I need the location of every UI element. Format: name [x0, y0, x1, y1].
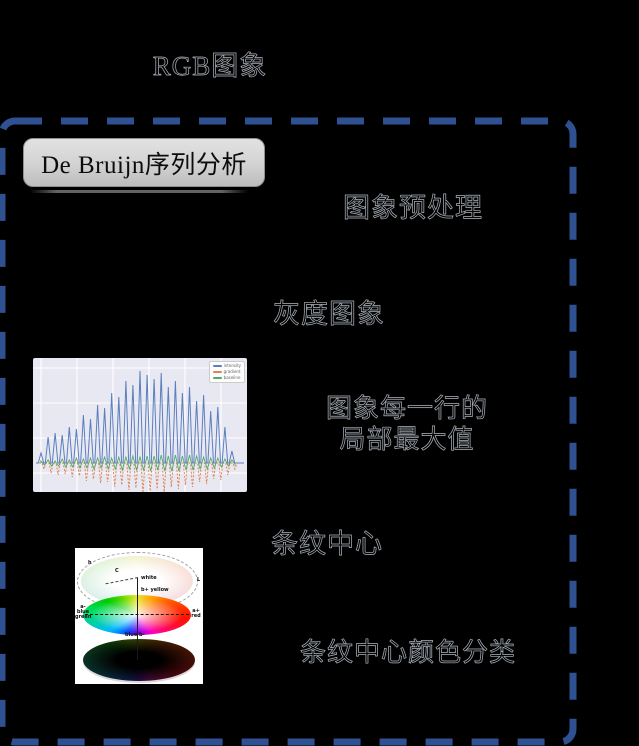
l-axis-line — [137, 578, 138, 660]
a-minus-line3: green — [75, 614, 92, 620]
b-plus-label: b+ yellow — [141, 587, 169, 593]
label-local-max-line2: 局部最大值 — [339, 425, 475, 455]
label-preprocess: 图象预处理 — [343, 193, 483, 224]
hue-label: h — [88, 560, 92, 566]
intensity-plot: intensity gradient baseline — [33, 358, 247, 492]
legend-label: gradient — [223, 369, 241, 374]
label-gray-image: 灰度图象 — [273, 299, 385, 330]
legend-label: intensity — [223, 363, 241, 368]
debruijn-box: De Bruijn序列分析 — [23, 138, 265, 187]
legend-swatch-blue — [212, 365, 222, 367]
label-local-max: 图象每一行的 局部最大值 — [296, 393, 518, 455]
label-rgb-image: RGB图象 — [152, 51, 268, 82]
a-minus-line1: a- — [80, 604, 86, 610]
label-stripe-color-classify: 条纹中心颜色分类 — [299, 638, 516, 668]
label-stripe-center: 条纹中心 — [271, 529, 383, 560]
a-plus-label: a+ red — [189, 609, 203, 619]
a-minus-line2: blue — [76, 609, 90, 615]
lab-colorspace-figure: h C white L b+ yellow a- blue green a+ r… — [75, 548, 203, 684]
legend-row: baseline — [212, 375, 241, 380]
label-local-max-line1: 图象每一行的 — [325, 394, 488, 424]
debruijn-box-shadow — [30, 190, 248, 193]
lightness-label: L — [197, 577, 201, 583]
a-plus-line2: red — [191, 613, 201, 619]
a-minus-label: a- blue green — [75, 605, 91, 620]
a-axis-dashed-line — [85, 614, 189, 615]
white-label: white — [141, 575, 157, 581]
legend-swatch-green — [212, 377, 222, 379]
legend-label: baseline — [223, 375, 241, 380]
dark-bottom-disk — [83, 639, 195, 681]
plot-legend: intensity gradient baseline — [208, 361, 245, 383]
a-plus-line1: a+ — [192, 608, 200, 614]
debruijn-box-label: De Bruijn序列分析 — [41, 151, 247, 179]
legend-row: intensity — [212, 363, 241, 368]
chroma-label: C — [115, 568, 119, 574]
legend-row: gradient — [212, 369, 241, 374]
b-minus-label: blue b- — [125, 632, 145, 638]
legend-swatch-orange — [212, 371, 222, 373]
